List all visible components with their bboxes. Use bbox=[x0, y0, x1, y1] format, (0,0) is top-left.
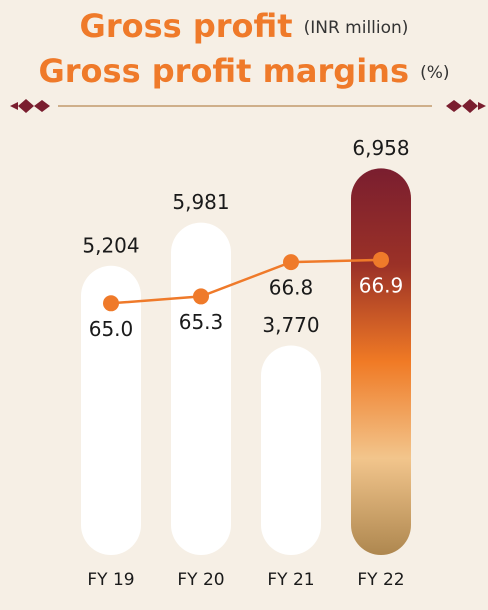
margin-value-label: 65.0 bbox=[89, 317, 134, 341]
subtitle-text: Gross profit margins bbox=[38, 52, 409, 90]
chart-subtitle: Gross profit margins (%) bbox=[38, 52, 449, 90]
bar-value-label: 3,770 bbox=[262, 313, 319, 337]
title-unit: (INR million) bbox=[304, 18, 409, 38]
margin-point bbox=[103, 295, 119, 312]
margin-point bbox=[283, 254, 299, 271]
margin-point bbox=[373, 251, 389, 268]
bar-value-label: 5,204 bbox=[82, 233, 139, 257]
margin-line bbox=[110, 258, 382, 305]
margin-value-label: 66.9 bbox=[359, 273, 404, 297]
bar bbox=[171, 222, 231, 555]
chart-title: Gross profit (INR million) bbox=[80, 7, 409, 45]
bar bbox=[351, 168, 411, 556]
x-tick-label: FY 20 bbox=[177, 570, 224, 590]
bar bbox=[81, 265, 141, 555]
x-tick-label: FY 22 bbox=[357, 570, 404, 590]
bar-value-label: 5,981 bbox=[172, 190, 229, 214]
bar-value-label: 6,958 bbox=[352, 136, 409, 160]
subtitle-unit: (%) bbox=[420, 63, 449, 83]
x-tick-label: FY 21 bbox=[267, 570, 314, 590]
divider bbox=[10, 99, 486, 113]
bar bbox=[261, 345, 321, 555]
x-tick-label: FY 19 bbox=[87, 570, 134, 590]
margin-value-label: 65.3 bbox=[179, 310, 224, 334]
title-text: Gross profit bbox=[80, 7, 293, 45]
margin-point bbox=[193, 288, 209, 305]
margin-value-label: 66.8 bbox=[269, 276, 314, 300]
